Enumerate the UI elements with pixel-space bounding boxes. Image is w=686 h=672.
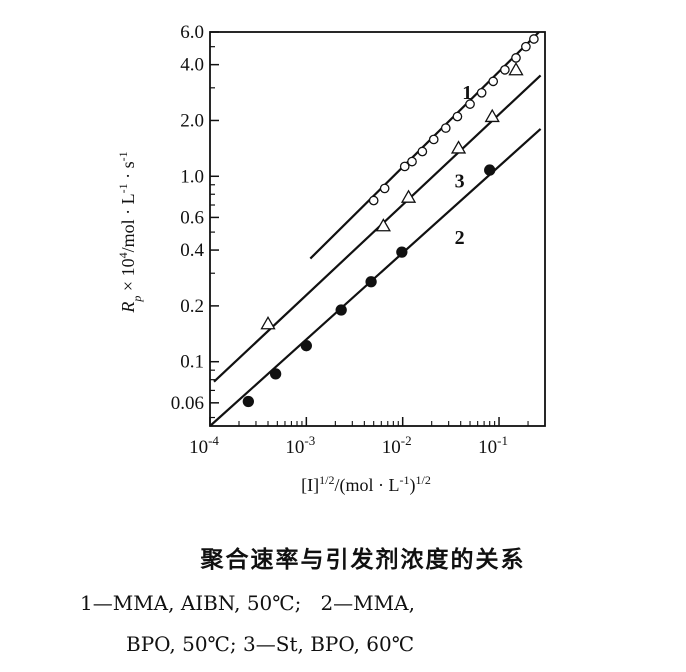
y-tick-label: 0.1 xyxy=(180,352,204,373)
series-1-point xyxy=(529,34,539,44)
series-2-label: 2 xyxy=(455,227,465,249)
y-tick-label: 0.06 xyxy=(171,393,204,414)
series-2-point xyxy=(300,340,312,352)
series-3-fit-line xyxy=(213,74,542,383)
series-1-point xyxy=(521,41,531,52)
chart: 0.06 0.1 0.2 0.4 0.6 1.0 2.0 4.0 6.0 10-4 10-3 10-2… xyxy=(116,22,546,496)
series-1-point xyxy=(428,134,439,145)
plot-frame xyxy=(209,31,546,427)
x-axis-title: [I]1/2/(mol · L-1)1/2 xyxy=(301,473,431,496)
caption-legend-line-1: 1—MMA, AIBN, 50℃; 2—MMA, xyxy=(80,591,415,615)
caption-title: 聚合速率与引发剂浓度的关系 xyxy=(200,546,526,573)
y-tick-label: 0.2 xyxy=(180,296,204,317)
series-3-point xyxy=(484,108,500,123)
series-3-label: 3 xyxy=(455,170,465,192)
x-tick-label: 10-4 xyxy=(189,433,219,458)
series-2-fit-line xyxy=(209,128,542,427)
series-3-point xyxy=(400,189,417,203)
series-1-point xyxy=(379,183,390,194)
series-1-point xyxy=(417,146,428,157)
series-1-point xyxy=(500,64,510,75)
series-2-point xyxy=(242,395,254,408)
y-tick-label: 0.6 xyxy=(180,207,204,228)
series-3-point xyxy=(450,140,467,154)
y-tick-label: 0.4 xyxy=(180,240,204,261)
series-1-point xyxy=(452,111,463,122)
y-tick-label: 4.0 xyxy=(180,55,204,76)
series-1-point xyxy=(440,123,451,133)
y-axis-title: Rp × 104/mol · L-1 · s-1 xyxy=(116,151,144,313)
series-2-point xyxy=(396,246,408,258)
caption-legend-line-2: BPO, 50℃; 3—St, BPO, 60℃ xyxy=(126,632,415,656)
y-tick-label: 1.0 xyxy=(180,166,204,187)
series-1-point xyxy=(476,87,487,98)
series-1-point xyxy=(465,99,475,109)
series-2-point xyxy=(335,304,347,316)
y-tick-label: 2.0 xyxy=(180,110,204,131)
series-3-point xyxy=(375,218,391,232)
series-3-point xyxy=(260,316,276,330)
series-2-point xyxy=(269,368,282,380)
series-1-point xyxy=(407,156,417,167)
series-1-point xyxy=(399,161,410,172)
series-3-point xyxy=(508,62,524,76)
y-tick-label: 6.0 xyxy=(180,22,204,43)
x-tick-label: 10-2 xyxy=(382,433,412,458)
series-1-point xyxy=(368,195,379,206)
series-1-label: 1 xyxy=(462,82,472,104)
series-1-point xyxy=(511,53,521,63)
series-1-point xyxy=(488,76,499,87)
x-tick-label: 10-3 xyxy=(285,433,315,458)
series-2-point xyxy=(484,164,496,176)
series-2-point xyxy=(365,276,377,288)
x-tick-label: 10-1 xyxy=(478,433,508,458)
